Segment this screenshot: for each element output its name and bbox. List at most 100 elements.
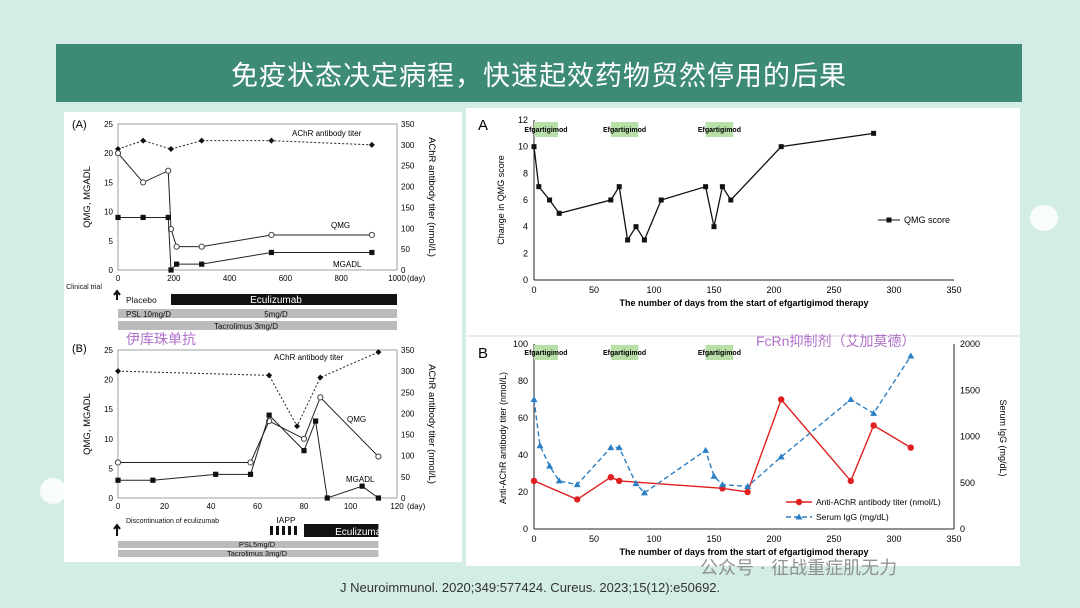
series-line — [533, 398, 912, 501]
data-point — [266, 412, 272, 418]
treatment-label: Eculizumab — [250, 295, 302, 306]
y-tick-label-right: 500 — [960, 478, 975, 488]
treatment-label: Efgartigimod — [698, 350, 741, 357]
iapp-session-mark — [276, 526, 279, 535]
data-point — [165, 214, 171, 221]
right-figure-panel: A 0 2 4 6 8 10 12 0 50 100 150 200 250 300 350 The numbe… — [466, 108, 1020, 566]
y-tick-label: 8 — [523, 168, 528, 178]
data-point — [268, 249, 275, 256]
x-tick-label: 50 — [589, 285, 599, 295]
x-tick-label: 200 — [766, 285, 781, 295]
data-point — [368, 141, 375, 148]
y-tick-label-left: 60 — [518, 413, 528, 423]
data-point — [536, 184, 542, 190]
decor-flower — [1030, 205, 1058, 231]
data-point — [632, 480, 640, 487]
series-line — [117, 140, 372, 150]
data-point — [703, 184, 709, 190]
data-point — [778, 396, 785, 403]
data-point — [555, 477, 563, 484]
data-point — [140, 214, 146, 221]
data-point — [546, 462, 554, 469]
data-point — [710, 472, 718, 479]
data-point — [359, 483, 365, 489]
y-tick-label: 0 — [523, 275, 528, 285]
data-point — [658, 197, 664, 203]
panel-label: (B) — [72, 343, 87, 355]
up-arrow-icon — [113, 523, 121, 536]
treatment-bar — [118, 550, 379, 557]
y-tick-label-right: 2000 — [960, 339, 980, 349]
series-label: MGADL — [333, 260, 362, 269]
data-point — [530, 477, 538, 485]
y-tick-label-right: 100 — [401, 452, 415, 461]
treatment-box — [705, 122, 734, 137]
x-tick-label: 250 — [826, 534, 841, 544]
data-point — [266, 372, 273, 379]
data-point — [198, 137, 205, 144]
y-tick-label-right: 150 — [401, 203, 415, 212]
data-point — [168, 267, 174, 273]
legend-label: QMG score — [904, 215, 950, 225]
y-axis-title-right: AChR antibody titer (nmol/L) — [426, 364, 437, 484]
x-axis-title: The number of days from the start of efg… — [619, 298, 868, 308]
y-tick-label-left: 10 — [104, 435, 113, 444]
data-point — [375, 453, 382, 460]
treatment-label: Tacrolimus 3mg/D — [227, 549, 288, 558]
iapp-session-mark — [288, 526, 291, 535]
y-tick-label-right: 1000 — [960, 432, 980, 442]
data-point — [115, 368, 121, 375]
data-point — [625, 237, 631, 243]
data-point — [115, 477, 121, 483]
iapp-session-mark — [270, 526, 273, 535]
treatment-bar — [118, 321, 397, 330]
data-point — [870, 422, 877, 429]
panel-label: B — [478, 345, 488, 362]
watermark-text: 公众号 · 征战重症肌无力 — [700, 558, 898, 579]
x-tick-label: 60 — [253, 502, 262, 511]
annotation-eculizumab: 伊库珠单抗 — [126, 331, 196, 347]
data-point — [886, 217, 892, 223]
x-tick-label: 40 — [207, 502, 216, 511]
x-tick-label: 150 — [706, 534, 721, 544]
treatment-label: PSL 10mg/D — [126, 310, 171, 319]
x-tick-label: 350 — [946, 534, 961, 544]
series-line — [533, 355, 912, 494]
x-tick-label: 800 — [335, 274, 349, 283]
up-arrow-icon — [113, 289, 121, 300]
data-point — [317, 374, 324, 381]
y-tick-label: 6 — [523, 195, 528, 205]
y-axis-title-left: QMG, MGADL — [82, 166, 93, 228]
data-point — [702, 446, 710, 453]
plot-frame — [117, 349, 398, 499]
data-point — [369, 249, 375, 256]
data-point — [150, 477, 156, 483]
data-point — [718, 481, 726, 488]
treatment-box — [610, 345, 639, 360]
x-axis-unit: (day) — [407, 502, 426, 511]
data-point — [247, 459, 254, 466]
data-point — [847, 477, 854, 485]
x-tick-label: 120 — [390, 502, 404, 511]
data-point — [301, 448, 307, 454]
y-tick-label-left: 15 — [104, 405, 113, 414]
data-point — [300, 435, 308, 442]
x-tick-label: 300 — [886, 285, 901, 295]
slide-title: 免疫状态决定病程，快速起效药物贸然停用的后果 — [56, 44, 1022, 102]
x-tick-label: 0 — [531, 285, 536, 295]
y-tick-label-left: 15 — [104, 178, 113, 187]
x-axis-title: The number of days from the start of efg… — [619, 547, 868, 557]
x-tick-label: 350 — [946, 285, 961, 295]
x-tick-label: 80 — [300, 502, 309, 511]
data-point — [778, 144, 784, 150]
y-tick-label-left: 5 — [109, 237, 114, 246]
treatment-box — [610, 122, 639, 137]
plot-frame — [117, 123, 398, 271]
treatment-bar — [171, 309, 397, 318]
panel-label: (A) — [72, 119, 87, 131]
series-label: MGADL — [346, 475, 375, 484]
series-label: QMG — [347, 415, 366, 424]
y-tick-label-left: 25 — [104, 120, 113, 129]
